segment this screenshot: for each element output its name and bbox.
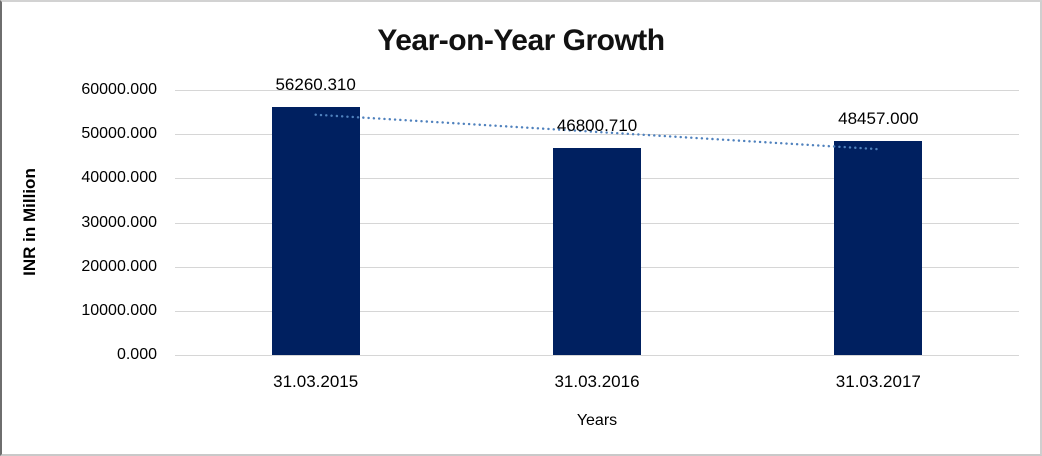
gridline — [175, 355, 1019, 356]
x-tick-label: 31.03.2016 — [554, 372, 640, 391]
y-tick-label: 10000.000 — [81, 302, 157, 319]
x-tick-label: 31.03.2015 — [273, 372, 359, 391]
bar-data-label: 46800.710 — [556, 116, 638, 136]
bar-data-label: 48457.000 — [838, 108, 919, 128]
bar — [271, 106, 360, 355]
y-tick-label: 50000.000 — [81, 125, 157, 142]
bar-data-label: 56260.310 — [275, 74, 356, 94]
y-tick-label: 40000.000 — [81, 169, 157, 186]
chart-title: Year-on-Year Growth — [377, 24, 665, 57]
plot-area: 56260.310 46800.710 48457.000 — [175, 75, 1019, 356]
y-tick-label: 30000.000 — [81, 214, 157, 231]
y-tick-label: 0.000 — [116, 346, 157, 363]
y-tick-label: 60000.000 — [81, 81, 157, 98]
x-axis-title: Years — [576, 412, 618, 429]
x-tick-label: 31.03.2017 — [835, 372, 921, 391]
y-tick-label: 20000.000 — [81, 258, 157, 275]
bar — [834, 140, 923, 355]
gridline — [175, 90, 1019, 91]
bar — [553, 148, 641, 355]
